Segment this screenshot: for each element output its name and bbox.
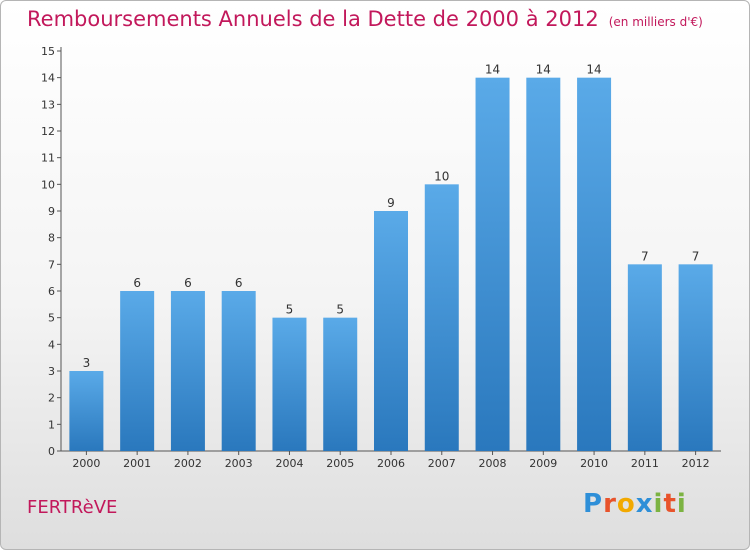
- logo-letter: i: [653, 489, 664, 519]
- data-label: 3: [83, 356, 91, 370]
- y-tick-label: 7: [48, 258, 55, 271]
- bar-2009: [526, 77, 561, 452]
- bar-2001: [120, 291, 155, 451]
- commune-name: FERTRèVE: [27, 497, 118, 518]
- y-tick-label: 14: [41, 72, 55, 85]
- y-tick-label: 11: [41, 152, 55, 165]
- bar-2000: [69, 371, 104, 451]
- logo-letter: o: [616, 489, 636, 519]
- bar-2005: [323, 317, 358, 451]
- y-tick-label: 2: [48, 392, 55, 405]
- bar-2006: [374, 211, 408, 451]
- y-tick-label: 9: [48, 205, 55, 218]
- x-tick-label: 2002: [174, 457, 202, 470]
- y-tick-label: 5: [48, 312, 55, 325]
- data-label: 14: [485, 63, 500, 77]
- proxiti-logo[interactable]: Proxiti: [583, 489, 687, 519]
- data-label: 6: [184, 276, 192, 290]
- y-tick-label: 8: [48, 232, 55, 245]
- y-tick-label: 6: [48, 285, 55, 298]
- data-label: 6: [133, 276, 141, 290]
- chart-subtitle: (en milliers d'€): [608, 15, 703, 29]
- x-tick-label: 2006: [377, 457, 405, 470]
- x-tick-label: 2010: [580, 457, 608, 470]
- y-tick-label: 4: [48, 338, 55, 351]
- data-label: 7: [641, 249, 649, 263]
- x-tick-label: 2007: [428, 457, 456, 470]
- chart-title-text: Remboursements Annuels de la Dette de 20…: [27, 7, 599, 31]
- x-tick-label: 2003: [225, 457, 253, 470]
- bar-2011: [627, 264, 662, 451]
- bar-2010: [577, 77, 612, 452]
- bar-2004: [272, 317, 307, 451]
- bars: [69, 77, 713, 452]
- x-tick-label: 2009: [529, 457, 557, 470]
- x-tick-label: 2005: [326, 457, 354, 470]
- y-tick-label: 3: [48, 365, 55, 378]
- data-label: 5: [286, 303, 294, 317]
- logo-letter: r: [603, 489, 617, 519]
- y-tick-label: 10: [41, 178, 55, 191]
- bar-2003: [221, 291, 256, 451]
- y-tick-label: 15: [41, 45, 55, 58]
- x-tick-label: 2012: [682, 457, 710, 470]
- data-label: 6: [235, 276, 243, 290]
- labels: 2000 3 2001 6 2002 6 2003 6 2004 5 2005 5 2006 9 2007 1…: [72, 63, 709, 470]
- logo-letter: P: [583, 489, 604, 519]
- bar-2002: [170, 291, 205, 451]
- data-label: 10: [434, 169, 449, 183]
- x-tick-label: 2001: [123, 457, 151, 470]
- logo-letter: t: [663, 489, 677, 519]
- y-tick-label: 0: [48, 445, 55, 458]
- logo-letter: i: [676, 489, 687, 519]
- data-label: 5: [336, 303, 344, 317]
- chart-title: Remboursements Annuels de la Dette de 20…: [27, 7, 703, 31]
- bar-2012: [678, 264, 713, 451]
- y-tick-label: 12: [41, 125, 55, 138]
- y-tick-label: 13: [41, 98, 55, 111]
- data-label: 14: [586, 63, 601, 77]
- x-tick-label: 2011: [631, 457, 659, 470]
- data-label: 7: [692, 249, 700, 263]
- bar-2008: [475, 77, 510, 452]
- data-label: 9: [387, 196, 395, 210]
- bar-2007: [424, 184, 459, 452]
- y-tick-label: 1: [48, 418, 55, 431]
- x-tick-label: 2004: [275, 457, 303, 470]
- x-tick-label: 2000: [72, 457, 100, 470]
- data-label: 14: [536, 63, 551, 77]
- x-tick-label: 2008: [479, 457, 507, 470]
- logo-letter: x: [635, 489, 654, 519]
